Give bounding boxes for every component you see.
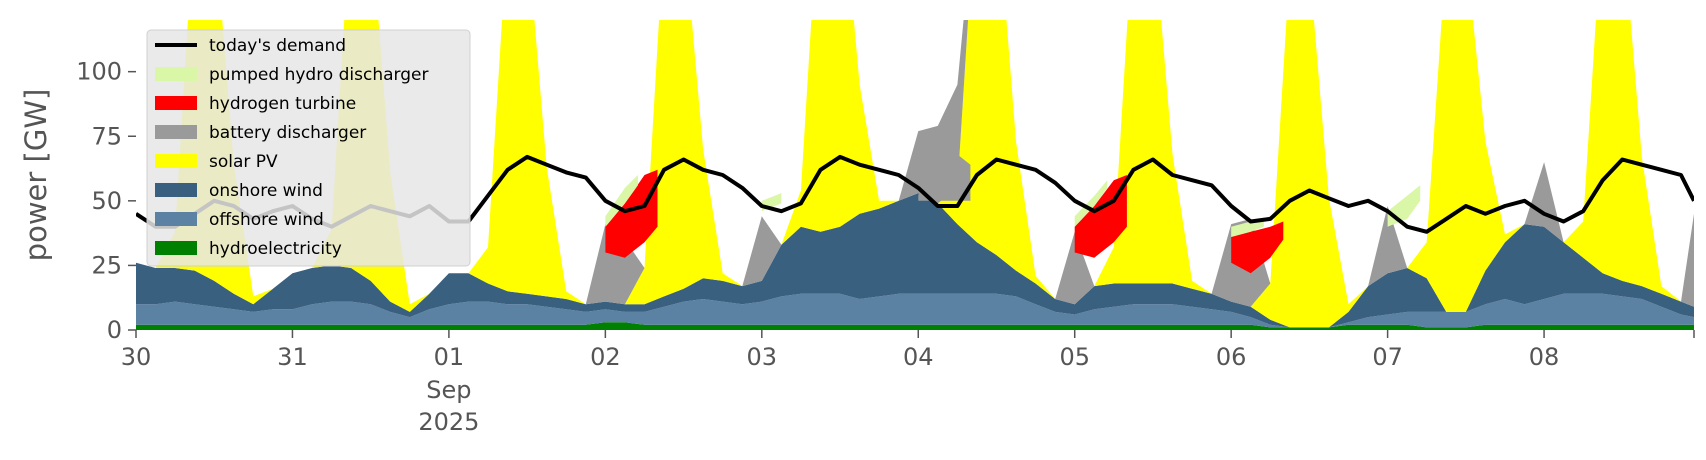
legend-swatch-hydroelectricity xyxy=(155,241,197,255)
y-axis-title: power [GW] xyxy=(19,89,53,262)
legend-label-hydrogen-turbine: hydrogen turbine xyxy=(209,94,356,114)
legend: today's demand pumped hydro discharger hyd… xyxy=(146,29,471,267)
area-pumped-hydro-4 xyxy=(1387,185,1421,227)
x-tick-label-02: 02 xyxy=(590,343,621,371)
legend-swatch-hydrogen-turbine xyxy=(155,96,197,110)
area-pumped-hydro-0 xyxy=(605,175,638,227)
area-pumped-hydro-1 xyxy=(1074,180,1108,227)
legend-label-solar-pv: solar PV xyxy=(209,152,278,172)
legend-label-pumped-hydro-discharger: pumped hydro discharger xyxy=(209,65,428,85)
area-hydrogen-turbine-1 xyxy=(1074,175,1127,258)
x-tick-label-04: 04 xyxy=(903,343,934,371)
legend-swatch-battery-discharger xyxy=(155,125,197,139)
area-offshore-wind xyxy=(136,293,1694,328)
legend-label-offshore-wind: offshore wind xyxy=(209,210,324,230)
y-tick-label-75: 75 xyxy=(91,122,122,150)
x-tick-label-03: 03 xyxy=(747,343,778,371)
legend-label-hydroelectricity: hydroelectricity xyxy=(209,239,342,259)
stacked-areas xyxy=(136,20,1694,330)
y-tick-label-25: 25 xyxy=(91,251,122,279)
area-battery-peak xyxy=(918,128,971,201)
legend-swatch-onshore-wind xyxy=(155,183,197,197)
x-tick-label-30: 30 xyxy=(121,343,152,371)
legend-swatch-solar-pv xyxy=(155,154,197,168)
x-tick-sublabel-sep: Sep xyxy=(426,376,471,404)
legend-label-onshore-wind: onshore wind xyxy=(209,181,323,201)
legend-label-today-s-demand: today's demand xyxy=(209,36,346,56)
x-tick-label-05: 05 xyxy=(1059,343,1090,371)
x-axis: 30 31 01 Sep 2025 02 03 04 05 06 07 08 xyxy=(121,330,1695,436)
area-onshore-wind xyxy=(136,193,1694,328)
x-tick-label-08: 08 xyxy=(1529,343,1560,371)
x-tick-label-01: 01 xyxy=(434,343,465,371)
area-hydroelectricity xyxy=(136,322,1694,330)
area-battery-discharger xyxy=(136,20,1694,307)
area-hydrogen-turbine-0 xyxy=(605,169,658,258)
x-tick-label-31: 31 xyxy=(277,343,308,371)
y-tick-label-50: 50 xyxy=(91,187,122,215)
y-tick-label-0: 0 xyxy=(107,316,122,344)
y-axis: 0 25 50 75 100 xyxy=(76,58,136,344)
legend-swatch-pumped-hydro-discharger xyxy=(155,67,197,81)
area-solar-pv xyxy=(136,20,1694,328)
x-tick-label-07: 07 xyxy=(1372,343,1403,371)
legend-label-battery-discharger: battery discharger xyxy=(209,123,366,143)
x-tick-label-06: 06 xyxy=(1216,343,1247,371)
area-pumped-hydro-2 xyxy=(1231,218,1264,237)
area-hydrogen-turbine-2 xyxy=(1231,221,1284,274)
x-tick-sublabel-2025: 2025 xyxy=(418,408,479,436)
legend-box xyxy=(146,29,471,267)
legend-swatch-offshore-wind xyxy=(155,212,197,226)
y-tick-label-100: 100 xyxy=(76,58,122,86)
